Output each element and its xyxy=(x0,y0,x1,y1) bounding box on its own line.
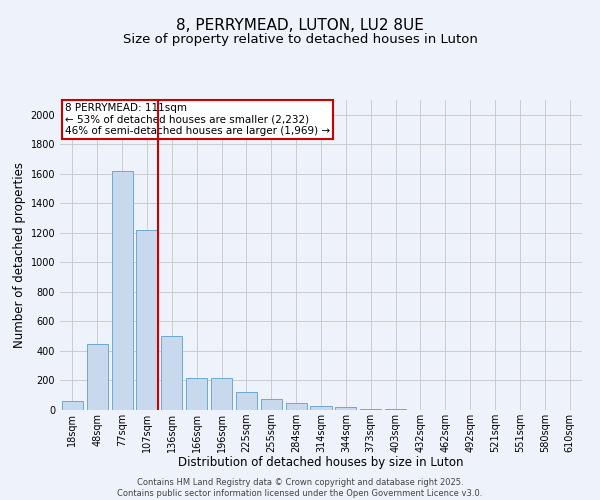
Bar xyxy=(87,344,108,410)
Text: Contains HM Land Registry data © Crown copyright and database right 2025.
Contai: Contains HM Land Registry data © Crown c… xyxy=(118,478,482,498)
Text: 8, PERRYMEAD, LUTON, LU2 8UE: 8, PERRYMEAD, LUTON, LU2 8UE xyxy=(176,18,424,32)
Bar xyxy=(186,378,207,410)
X-axis label: Distribution of detached houses by size in Luton: Distribution of detached houses by size … xyxy=(178,456,464,469)
Bar xyxy=(112,171,133,410)
Bar xyxy=(136,230,158,410)
Text: Size of property relative to detached houses in Luton: Size of property relative to detached ho… xyxy=(122,32,478,46)
Y-axis label: Number of detached properties: Number of detached properties xyxy=(13,162,26,348)
Bar xyxy=(161,336,182,410)
Bar xyxy=(261,399,282,410)
Bar xyxy=(310,406,332,410)
Bar xyxy=(62,401,83,410)
Bar xyxy=(286,402,307,410)
Text: 8 PERRYMEAD: 111sqm
← 53% of detached houses are smaller (2,232)
46% of semi-det: 8 PERRYMEAD: 111sqm ← 53% of detached ho… xyxy=(65,103,331,136)
Bar xyxy=(211,378,232,410)
Bar xyxy=(335,407,356,410)
Bar xyxy=(236,392,257,410)
Bar xyxy=(360,408,381,410)
